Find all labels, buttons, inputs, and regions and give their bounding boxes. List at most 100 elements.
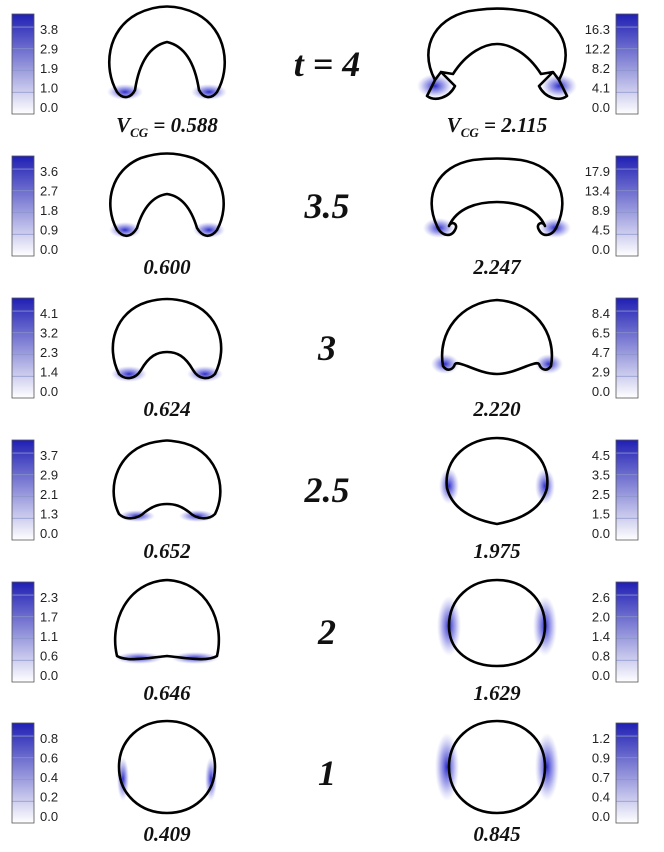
right-colorbar-frame [615,581,639,683]
right-bubble [417,7,577,100]
left-velocity-label: 0.624 [143,397,190,421]
right-colorbar-tick-label: 0.8 [592,649,610,664]
right-colorbar-frame [615,155,639,257]
left-colorbar-tick-label: 4.1 [40,306,58,321]
right-velocity-value: 2.247 [472,255,522,279]
left-colorbar-frame [11,581,35,683]
left-velocity-value: 0.409 [143,822,191,846]
right-concentration-blob [541,74,577,98]
left-vcg-subscript: CG [130,125,149,140]
left-bubble [111,297,223,382]
left-colorbar-fill [12,14,34,114]
right-bubble-outline [425,7,569,100]
right-colorbar-tick-label: 0.0 [592,100,610,115]
left-bubble-outline [112,439,222,520]
right-colorbar-tick-label: 2.9 [592,365,610,380]
right-colorbar-tick-label: 17.9 [585,164,610,179]
right-colorbar-tick-label: 0.4 [592,790,610,805]
left-colorbar-frame [11,722,35,824]
left-colorbar-tick-label: 2.3 [40,345,58,360]
left-colorbar-tick-label: 1.7 [40,610,58,625]
left-colorbar-tick-label: 0.8 [40,731,58,746]
right-bubble-outline [440,298,554,376]
left-colorbar: 0.0 1.3 2.1 2.9 3.7 [11,439,58,541]
left-velocity-value: 0.624 [143,397,190,421]
right-bubble-outline [445,436,549,526]
right-colorbar-fill [616,14,638,114]
left-colorbar: 0.0 1.0 1.9 2.9 3.8 [11,13,58,115]
right-colorbar-tick-label: 0.0 [592,668,610,683]
time-label: 1 [318,753,336,793]
left-colorbar-tick-label: 2.3 [40,590,58,605]
right-colorbar-tick-label: 4.5 [592,448,610,463]
left-colorbar-tick-label: 0.0 [40,809,58,824]
left-colorbar-tick-label: 1.9 [40,61,58,76]
left-concentration-blob [111,366,147,382]
right-bubble-outline [447,578,547,668]
row-3: 0.0 1.3 2.1 2.9 3.7 0.652 2.5 0.0 1.5 2.5 3.5 4.5 1.… [11,436,639,563]
right-vcg-equals: = [479,113,501,137]
left-colorbar-tick-label: 1.0 [40,81,58,96]
left-colorbar-fill [12,582,34,682]
left-colorbar-tick-label: 0.0 [40,526,58,541]
right-velocity-value: 0.845 [473,822,520,846]
left-bubble-outline [109,152,225,238]
left-colorbar-tick-label: 2.1 [40,487,58,502]
right-velocity-label: 2.247 [472,255,522,279]
right-velocity-label: 2.220 [472,397,521,421]
left-bubble-outline [117,719,217,815]
right-colorbar-tick-label: 0.0 [592,809,610,824]
right-colorbar-tick-label: 0.0 [592,384,610,399]
right-colorbar: 0.0 1.5 2.5 3.5 4.5 [592,439,639,541]
right-colorbar-fill [616,723,638,823]
left-colorbar: 0.0 0.9 1.8 2.7 3.6 [11,155,58,257]
right-colorbar-tick-label: 13.4 [585,184,610,199]
left-colorbar-tick-label: 0.6 [40,751,58,766]
right-colorbar-tick-label: 1.5 [592,507,610,522]
right-colorbar: 0.0 2.9 4.7 6.5 8.4 [592,297,639,399]
left-bubble-outline [111,297,223,380]
time-label: 2 [317,612,336,652]
time-label: t = 4 [294,44,361,84]
left-colorbar-fill [12,298,34,398]
left-colorbar-frame [11,155,35,257]
left-colorbar-tick-label: 2.9 [40,468,58,483]
left-colorbar-fill [12,723,34,823]
left-colorbar-frame [11,297,35,399]
right-colorbar-fill [616,440,638,540]
right-colorbar-tick-label: 8.9 [592,203,610,218]
right-colorbar-tick-label: 2.6 [592,590,610,605]
right-bubble [423,157,571,238]
left-vcg-equals: = [148,113,170,137]
right-colorbar-fill [616,298,638,398]
row-2: 0.0 1.4 2.3 3.2 4.1 0.624 3 0.0 2.9 4.7 6.5 8.4 2.22… [11,297,639,421]
right-velocity-value: 2.220 [472,397,521,421]
right-velocity-label: VCG = 2.115 [447,113,548,140]
right-colorbar: 0.0 4.1 8.2 12.2 16.3 [585,13,639,115]
right-concentration-blob [535,468,555,504]
left-velocity-label: 0.652 [143,539,191,563]
left-colorbar-tick-label: 1.8 [40,203,58,218]
right-colorbar-fill [616,156,638,256]
right-bubble [435,719,559,815]
row-5: 0.0 0.2 0.4 0.6 0.8 0.409 1 0.0 0.4 0.7 0.9 1.2 0.84… [11,719,639,846]
right-colorbar-frame [615,13,639,115]
right-colorbar: 0.0 4.5 8.9 13.4 17.9 [585,155,639,257]
right-colorbar-tick-label: 0.9 [592,751,610,766]
left-velocity-label: VCG = 0.588 [116,113,218,140]
right-velocity-value: 2.115 [500,113,547,137]
right-velocity-label: 1.975 [473,539,520,563]
right-colorbar-tick-label: 8.2 [592,61,610,76]
right-colorbar-tick-label: 1.4 [592,629,610,644]
left-colorbar-tick-label: 0.0 [40,100,58,115]
right-colorbar-tick-label: 4.1 [592,81,610,96]
left-colorbar: 0.0 0.6 1.1 1.7 2.3 [11,581,58,683]
left-bubble [109,152,225,238]
time-label: 2.5 [304,470,350,510]
right-velocity-label: 0.845 [473,822,520,846]
right-vcg-symbol: V [447,113,463,137]
left-colorbar-tick-label: 1.3 [40,507,58,522]
